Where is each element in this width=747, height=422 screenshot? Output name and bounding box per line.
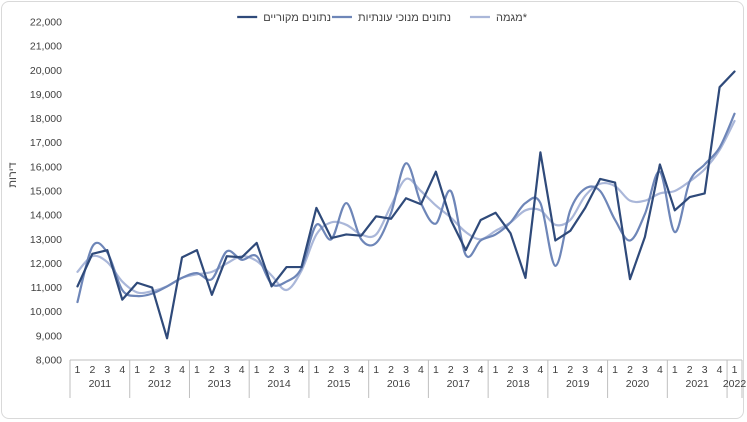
x-tick-label-quarter: 3 xyxy=(284,364,290,376)
x-tick-label-quarter: 4 xyxy=(717,364,723,376)
x-tick-label-quarter: 2 xyxy=(448,364,454,376)
x-tick-label-year: 2017 xyxy=(447,378,471,390)
x-tick-label-quarter: 2 xyxy=(89,364,95,376)
series-line-0 xyxy=(76,70,736,340)
x-tick-label-quarter: 3 xyxy=(523,364,529,376)
x-tick-label-quarter: 3 xyxy=(343,364,349,376)
x-tick-label-quarter: 3 xyxy=(702,364,708,376)
legend-item-1: נתונים מנוכי עונתיות xyxy=(331,12,451,24)
x-tick-label-quarter: 3 xyxy=(463,364,469,376)
y-tick-label: 8,000 xyxy=(36,355,62,367)
legend-label: מגמה* xyxy=(496,12,528,24)
y-tick-label: 12,000 xyxy=(30,258,62,270)
x-tick-label-quarter: 1 xyxy=(612,364,618,376)
legend-label: נתונים מנוכי עונתיות xyxy=(358,12,451,24)
x-tick-label-year: 2018 xyxy=(506,378,530,390)
y-tick-label: 17,000 xyxy=(30,137,62,149)
series-line-1 xyxy=(76,112,736,304)
y-axis: 8,000 9,000 10,000 11,000 12,000 13,000 14,000… xyxy=(30,17,62,367)
x-tick-label-quarter: 4 xyxy=(597,364,603,376)
x-tick-label-year: 2019 xyxy=(566,378,590,390)
x-tick-label-quarter: 2 xyxy=(209,364,215,376)
y-tick-label: 19,000 xyxy=(30,89,62,101)
x-tick-label-quarter: 3 xyxy=(642,364,648,376)
x-tick-label-quarter: 4 xyxy=(299,364,305,376)
x-tick-label-quarter: 4 xyxy=(179,364,185,376)
x-tick-label-year: 2012 xyxy=(148,378,172,390)
x-tick-label-year: 2011 xyxy=(89,378,112,390)
series-lines xyxy=(76,70,736,340)
series-line-2 xyxy=(76,119,736,295)
y-tick-label: 11,000 xyxy=(31,282,62,294)
y-tick-label: 15,000 xyxy=(30,186,62,198)
x-tick-label-year: 2016 xyxy=(387,378,411,390)
x-tick-label-quarter: 4 xyxy=(478,364,484,376)
y-tick-label: 22,000 xyxy=(30,17,62,29)
x-tick-label-quarter: 2 xyxy=(149,364,155,376)
y-tick-label: 16,000 xyxy=(30,161,62,173)
x-tick-label-quarter: 1 xyxy=(552,364,558,376)
x-tick-label-quarter: 1 xyxy=(194,364,200,376)
x-tick-label-quarter: 2 xyxy=(508,364,514,376)
y-tick-label: 14,000 xyxy=(30,210,62,222)
y-tick-label: 20,000 xyxy=(30,65,62,77)
x-tick-label-quarter: 4 xyxy=(657,364,663,376)
x-tick-label-year: 2014 xyxy=(267,378,291,390)
x-tick-label-quarter: 1 xyxy=(672,364,678,376)
x-tick-label-year: 2021 xyxy=(686,378,710,390)
x-tick-label-quarter: 2 xyxy=(388,364,394,376)
x-tick-label-quarter: 1 xyxy=(373,364,379,376)
x-tick-label-quarter: 2 xyxy=(687,364,693,376)
x-tick-label-quarter: 1 xyxy=(134,364,140,376)
x-tick-label-quarter: 1 xyxy=(493,364,499,376)
x-tick-label-quarter: 2 xyxy=(627,364,633,376)
x-tick-label-year: 2013 xyxy=(208,378,232,390)
x-tick-label-quarter: 3 xyxy=(104,364,110,376)
x-tick-label-quarter: 2 xyxy=(269,364,275,376)
y-tick-label: 13,000 xyxy=(30,234,62,246)
x-tick-label-quarter: 1 xyxy=(732,364,738,376)
x-tick-label-quarter: 4 xyxy=(119,364,125,376)
y-tick-label: 18,000 xyxy=(30,113,62,125)
y-axis-label: דירות xyxy=(7,162,19,187)
x-tick-label-year: 2015 xyxy=(327,378,351,390)
y-tick-label: 9,000 xyxy=(36,330,62,342)
y-tick-label: 10,000 xyxy=(30,306,62,318)
x-tick-label-quarter: 1 xyxy=(313,364,319,376)
x-tick-label-quarter: 1 xyxy=(254,364,260,376)
x-tick-label-year: 2020 xyxy=(626,378,650,390)
x-tick-label-quarter: 3 xyxy=(224,364,230,376)
x-tick-label-quarter: 1 xyxy=(75,364,81,376)
x-tick-label-year: 2022 xyxy=(723,378,747,390)
x-tick-label-quarter: 3 xyxy=(164,364,170,376)
x-tick-label-quarter: 2 xyxy=(328,364,334,376)
x-tick-label-quarter: 4 xyxy=(418,364,424,376)
legend: נתונים מקוריים נתונים מנוכי עונתיות מגמה* xyxy=(237,12,528,24)
legend-item-0: נתונים מקוריים xyxy=(237,12,331,24)
legend-label: נתונים מקוריים xyxy=(263,12,331,24)
x-tick-label-quarter: 4 xyxy=(537,364,543,376)
legend-item-2: מגמה* xyxy=(469,12,528,24)
x-tick-label-quarter: 4 xyxy=(358,364,364,376)
x-tick-label-quarter: 4 xyxy=(239,364,245,376)
x-tick-label-quarter: 3 xyxy=(582,364,588,376)
x-tick-label-quarter: 1 xyxy=(433,364,439,376)
x-tick-label-quarter: 2 xyxy=(567,364,573,376)
y-tick-label: 21,000 xyxy=(30,41,62,53)
x-tick-label-quarter: 3 xyxy=(403,364,409,376)
